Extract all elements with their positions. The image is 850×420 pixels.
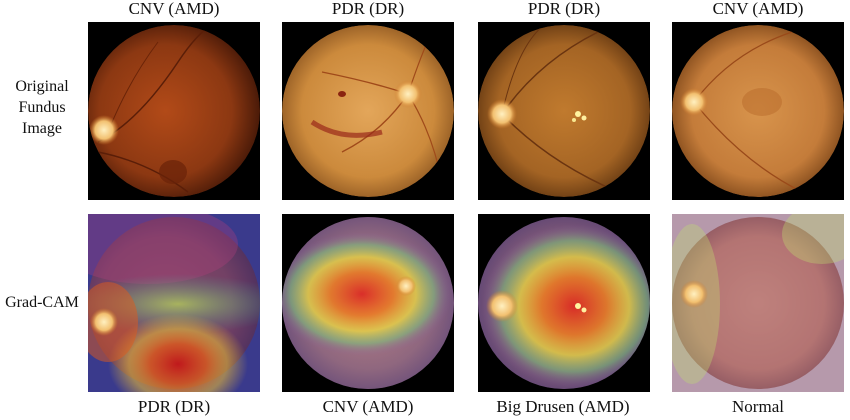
top-label-3: PDR (DR) (527, 0, 601, 18)
row-label-original-line3: Image (22, 120, 62, 137)
bottom-label-1: PDR (DR) (137, 397, 211, 416)
row-label-original-line1: Original (15, 78, 69, 95)
top-label-2: PDR (DR) (331, 0, 405, 18)
gradcam-image-4 (672, 214, 844, 392)
fundus-image-2 (282, 22, 454, 200)
fundus-image-3 (478, 22, 650, 200)
bottom-label-3: Big Drusen (AMD) (496, 397, 630, 416)
bottom-label-2: CNV (AMD) (322, 397, 414, 416)
fundus-image-4 (672, 22, 844, 200)
fundus-image-1 (88, 22, 260, 200)
gradcam-image-3 (478, 214, 650, 392)
gradcam-image-1 (88, 214, 260, 392)
top-label-1: CNV (AMD) (128, 0, 220, 18)
row-label-original-line2: Fundus (18, 99, 66, 116)
top-label-4: CNV (AMD) (712, 0, 804, 18)
bottom-label-4: Normal (732, 397, 784, 416)
gradcam-image-2 (282, 214, 454, 392)
row-label-original: Original Fundus Image (2, 76, 82, 139)
row-label-gradcam: Grad-CAM (5, 294, 79, 311)
